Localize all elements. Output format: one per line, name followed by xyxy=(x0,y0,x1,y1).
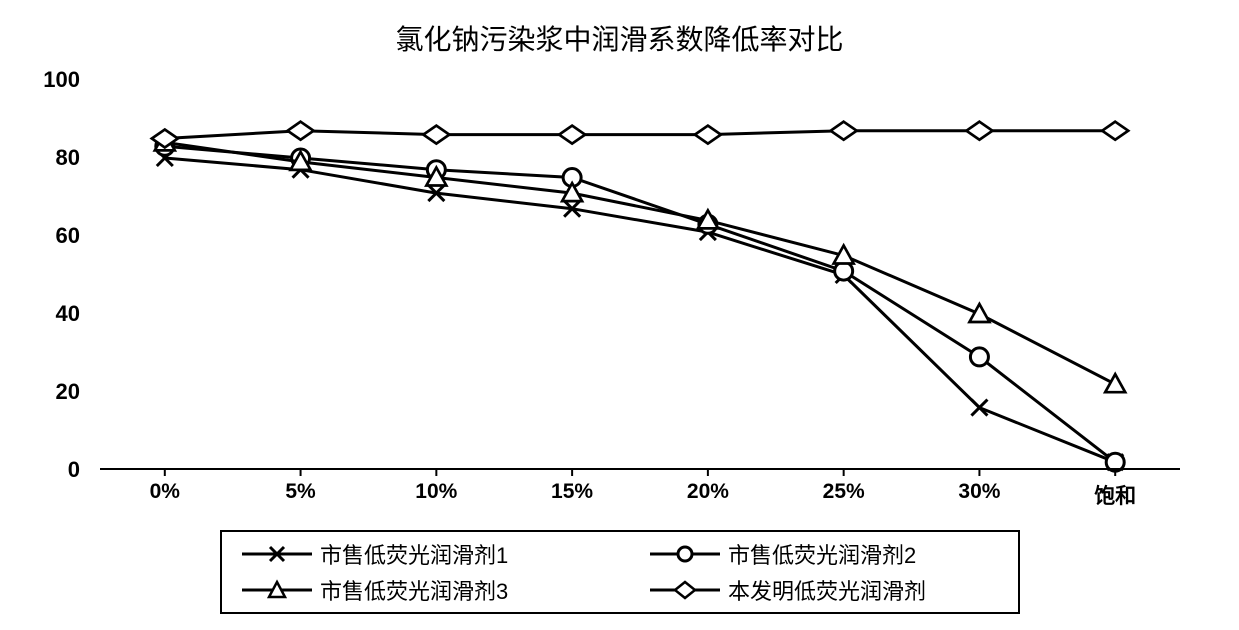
x-tick-6: 30% xyxy=(958,480,1000,504)
x-axis: 0% 5% 10% 15% 20% 25% 30% 饱和 xyxy=(100,480,1180,510)
legend-item-3: 市售低荧光润滑剂3 xyxy=(242,574,590,606)
legend-item-2: 市售低荧光润滑剂2 xyxy=(650,538,998,570)
chart-container: 氯化钠污染浆中润滑系数降低率对比 100 80 60 40 20 0 0% 5%… xyxy=(0,0,1239,630)
legend-marker-x xyxy=(242,544,312,564)
legend-label-1: 市售低荧光润滑剂1 xyxy=(320,538,508,570)
x-tick-1: 5% xyxy=(285,480,315,504)
plot-area xyxy=(100,80,1180,470)
legend-item-4: 本发明低荧光润滑剂 xyxy=(650,574,998,606)
legend-item-1: 市售低荧光润滑剂1 xyxy=(242,538,590,570)
chart-title: 氯化钠污染浆中润滑系数降低率对比 xyxy=(0,18,1239,58)
legend: 市售低荧光润滑剂1 市售低荧光润滑剂2 市售低荧光润滑剂3 本发明低荧光润滑剂 xyxy=(220,530,1020,614)
x-tick-5: 25% xyxy=(823,480,865,504)
y-tick-80: 80 xyxy=(56,145,80,171)
legend-marker-circle xyxy=(650,544,720,564)
legend-marker-triangle xyxy=(242,580,312,600)
y-axis: 100 80 60 40 20 0 xyxy=(30,80,90,470)
x-axis-line xyxy=(100,468,1180,470)
plot-svg xyxy=(100,80,1180,470)
y-tick-100: 100 xyxy=(43,67,80,93)
legend-label-3: 市售低荧光润滑剂3 xyxy=(320,574,508,606)
legend-marker-diamond xyxy=(650,580,720,600)
x-tick-3: 15% xyxy=(551,480,593,504)
x-tick-4: 20% xyxy=(687,480,729,504)
x-tick-7: 饱和 xyxy=(1094,480,1136,510)
x-tick-2: 10% xyxy=(415,480,457,504)
y-tick-0: 0 xyxy=(68,457,80,483)
legend-label-2: 市售低荧光润滑剂2 xyxy=(728,538,916,570)
x-tick-0: 0% xyxy=(150,480,180,504)
legend-label-4: 本发明低荧光润滑剂 xyxy=(728,574,926,606)
y-tick-60: 60 xyxy=(56,223,80,249)
y-tick-20: 20 xyxy=(56,379,80,405)
y-tick-40: 40 xyxy=(56,301,80,327)
